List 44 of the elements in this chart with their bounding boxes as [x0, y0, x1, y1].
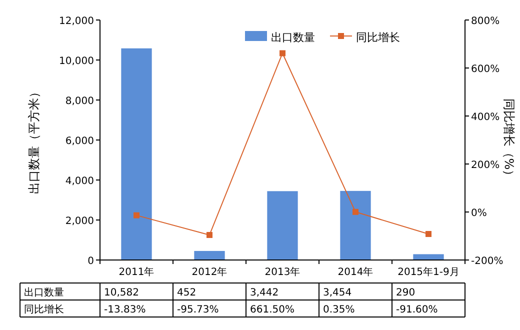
point	[280, 50, 286, 56]
y2-tick-label: -200%	[471, 256, 504, 267]
bar	[413, 254, 444, 260]
data-label: 0.35%	[323, 304, 355, 316]
bar	[121, 48, 152, 260]
point	[206, 232, 212, 238]
y2-tick-label: 200%	[471, 160, 500, 171]
x-tick-label: 2014年	[338, 266, 374, 278]
x-tick-label: 2012年	[192, 266, 228, 278]
data-label: 3,454	[323, 288, 352, 298]
text: 同比增长	[24, 304, 64, 316]
data-label: 452	[177, 288, 196, 298]
y-tick-label: 6,000	[65, 136, 94, 147]
bar	[267, 191, 298, 260]
y2-axis-title: 同比增长（%）	[502, 98, 516, 182]
y2-tick-label: 0%	[471, 208, 487, 219]
x-tick-label: 2011年	[118, 266, 154, 278]
text: 出口数量	[24, 288, 64, 298]
y-tick-label: 10,000	[59, 56, 94, 67]
legend-label: 同比增长	[356, 31, 400, 44]
point	[134, 212, 140, 218]
y-tick-label: 8,000	[65, 96, 94, 107]
data-label: 10,582	[104, 288, 139, 298]
point	[352, 208, 358, 215]
legend-label: 出口数量	[271, 31, 315, 44]
y2-tick-label: 800%	[471, 16, 500, 27]
y-tick-label: 4,000	[65, 176, 94, 187]
bar	[340, 190, 371, 260]
data-label: -95.73%	[177, 304, 219, 316]
data-label: 661.50%	[250, 304, 294, 316]
y2-tick-label: 400%	[471, 112, 500, 123]
y-tick-label: 2,000	[65, 216, 94, 227]
bar	[194, 250, 225, 260]
point	[426, 230, 432, 237]
y-tick-label: 12,000	[59, 16, 94, 27]
x-tick-label: 2013年	[264, 266, 300, 278]
data-label: -13.83%	[104, 304, 146, 316]
y-tick-label: 0	[88, 256, 94, 267]
data-label: 290	[396, 288, 416, 298]
x-tick-label: 2015年1-9月	[398, 266, 460, 278]
data-label: -91.60%	[396, 304, 438, 316]
data-label: 3,442	[250, 288, 279, 298]
y-axis-title: 出口数量（平方米）	[27, 86, 41, 194]
y2-tick-label: 600%	[471, 64, 500, 75]
